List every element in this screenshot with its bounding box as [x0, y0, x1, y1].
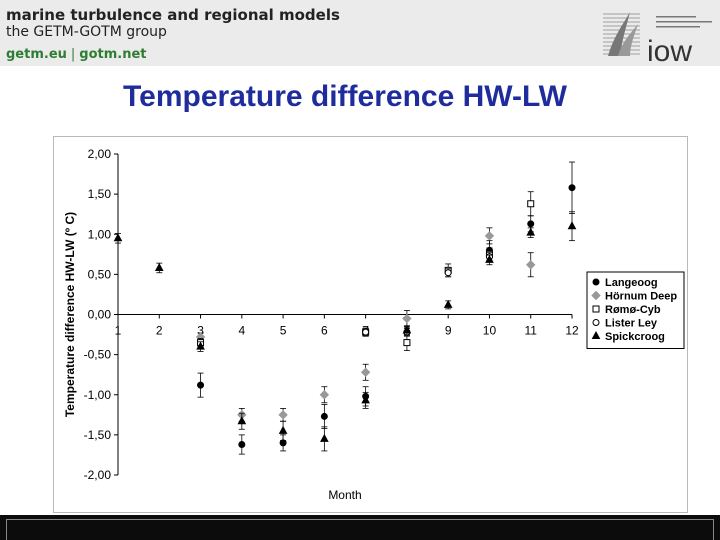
data-point — [567, 221, 577, 230]
legend-marker — [592, 319, 600, 326]
y-tick-label: 0,00 — [88, 308, 112, 322]
x-tick-label: 12 — [565, 324, 579, 338]
x-tick-label: 9 — [445, 324, 452, 338]
data-point — [319, 390, 330, 400]
y-tick-label: 1,50 — [88, 187, 112, 201]
data-point — [526, 227, 536, 236]
data-point — [527, 200, 535, 208]
data-point — [197, 381, 205, 389]
data-point — [360, 367, 371, 377]
y-tick-label: 0,50 — [88, 267, 112, 281]
series-langeoog — [197, 161, 576, 455]
data-point — [196, 341, 205, 350]
y-tick-label: -0,50 — [84, 348, 112, 362]
logo-text: iow — [647, 35, 692, 64]
data-point — [443, 299, 453, 308]
legend-box — [586, 271, 685, 349]
data-point — [402, 325, 412, 334]
data-point — [238, 441, 246, 449]
header-subtitle: the GETM-GOTM group — [6, 24, 167, 40]
data-point — [278, 425, 288, 434]
data-point — [237, 416, 247, 425]
x-axis-label: Month — [328, 488, 361, 502]
data-point — [403, 339, 411, 347]
x-tick-label: 4 — [238, 324, 245, 338]
series-lister-ley — [362, 252, 493, 337]
x-tick-label: 11 — [524, 324, 537, 338]
slide-title: Temperature difference HW-LW — [123, 80, 567, 113]
gotm-link[interactable]: gotm.net — [79, 47, 147, 62]
iow-logo: iow — [603, 12, 712, 64]
series-spickcroog — [113, 211, 577, 452]
data-point — [485, 254, 494, 263]
temperature-difference-chart: 2,00 1,50 1,00 0,50 0,00 -0,50 -1,00 -1,50 -2,00… — [63, 147, 685, 502]
legend-marker — [591, 330, 601, 339]
x-tick-label: 5 — [280, 324, 287, 338]
data-point — [527, 220, 535, 228]
legend-label: Lister Ley — [605, 318, 658, 330]
header-bar — [0, 0, 720, 66]
x-tick-label: 2 — [156, 324, 163, 338]
header-title: marine turbulence and regional models — [6, 6, 340, 24]
x-tick-label: 3 — [197, 324, 204, 338]
y-tick-label: -1,50 — [84, 428, 112, 442]
legend-label: Rømø-Cyb — [605, 304, 661, 316]
header-links: getm.eu | gotm.net — [6, 47, 147, 62]
link-separator: | — [70, 47, 76, 62]
legend-label: Hörnum Deep — [605, 291, 677, 303]
chart-frame: 2,00 1,50 1,00 0,50 0,00 -0,50 -1,00 -1,50 -2,00… — [53, 136, 688, 513]
legend-marker — [592, 278, 600, 286]
data-point — [484, 231, 495, 241]
data-point — [113, 233, 123, 242]
y-tick-label: 2,00 — [88, 147, 112, 161]
data-point — [154, 262, 164, 271]
y-tick-label: -1,00 — [84, 388, 112, 402]
footer-frame — [6, 519, 714, 540]
data-point — [320, 412, 328, 420]
y-tick-label: -2,00 — [84, 468, 112, 482]
data-point — [526, 260, 536, 270]
data-point — [362, 328, 370, 336]
y-tick-label: 1,00 — [88, 227, 112, 241]
data-point — [320, 433, 329, 442]
legend-marker — [592, 305, 600, 313]
data-point — [361, 395, 370, 404]
getm-link[interactable]: getm.eu — [6, 47, 67, 62]
x-tick-label: 6 — [321, 324, 328, 338]
data-point — [444, 269, 452, 277]
legend-marker — [591, 290, 601, 301]
legend-label: Spickcroog — [605, 331, 665, 343]
data-point — [402, 313, 412, 324]
x-tick-label: 1 — [115, 324, 122, 338]
x-tick-label: 10 — [483, 324, 497, 338]
y-axis-label: Temperature difference HW-LW (º C) — [63, 212, 77, 417]
series-h-rnum-deep — [195, 227, 536, 422]
data-point — [278, 410, 288, 420]
legend-label: Langeoog — [605, 277, 658, 289]
data-point — [568, 184, 576, 192]
